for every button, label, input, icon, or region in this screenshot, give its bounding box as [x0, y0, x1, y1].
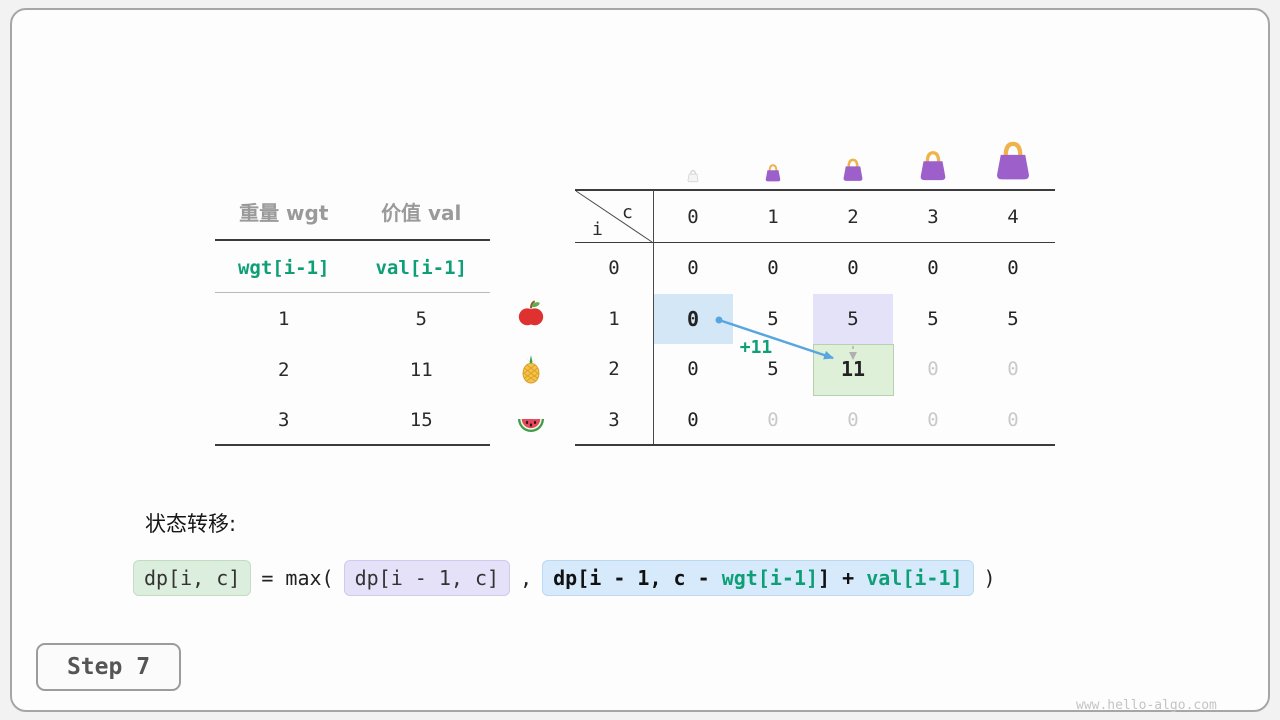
items-header-value: 价值 val — [381, 200, 462, 225]
formula-dp-skip-box: dp[i - 1, c] — [343, 560, 511, 596]
items-rows: 1 5 2 11 3 15 — [215, 294, 490, 446]
items-formula-row: wgt[i-1] val[i-1] — [215, 243, 490, 293]
items-formula-val: val[i-1] — [375, 257, 467, 279]
dp-vertical-rule — [653, 190, 654, 445]
dp-col-header-4: 4 — [1007, 205, 1019, 228]
dp-top-rule — [575, 189, 1055, 191]
items-header-weight: 重量 wgt — [239, 200, 329, 225]
dp-cell-1-2: 5 — [847, 307, 859, 330]
capacity-bags-row — [653, 128, 1053, 186]
dp-cell-3-2: 0 — [847, 408, 859, 431]
item-3-value: 15 — [409, 409, 433, 432]
items-header-rule — [215, 239, 490, 241]
step-badge: Step 7 — [36, 643, 181, 691]
apple-icon — [516, 299, 546, 329]
bag-icon-capacity-3 — [893, 128, 973, 186]
formula-dp-take-box: dp[i - 1, c - wgt[i-1]] + val[i-1] — [542, 560, 974, 596]
dp-corner-row-var: i — [592, 219, 603, 240]
item-1-value: 5 — [415, 308, 427, 331]
watermark: www.hello-algo.com — [1076, 698, 1217, 713]
dp-row-header-2: 2 — [608, 358, 620, 381]
bag-icon-capacity-1 — [733, 128, 813, 186]
formula-comma: , — [520, 566, 533, 590]
items-formula-wgt: wgt[i-1] — [237, 257, 330, 279]
transition-label: 状态转移: — [145, 512, 237, 536]
dp-cell-0-3: 0 — [927, 257, 939, 280]
dp-corner-col-var: c — [622, 202, 633, 223]
items-bottom-rule — [215, 444, 490, 446]
items-formula-rule — [215, 292, 490, 293]
formula-take-prefix: dp[i - 1, c - — [553, 566, 722, 590]
items-table-header: 重量 wgt 价值 val — [215, 192, 490, 230]
dp-cell-2-2: 11 — [840, 357, 866, 382]
dp-grid: 0 0 0 0 0 0 5 5 5 5 0 5 11 0 0 0 0 0 0 0 — [653, 243, 1053, 445]
dp-cell-1-4: 5 — [1007, 307, 1019, 330]
dp-row-header-1: 1 — [608, 307, 620, 330]
transition-formula: dp[i, c] = max( dp[i - 1, c] , dp[i - 1,… — [133, 560, 1006, 596]
dp-row-headers: 0 1 2 3 — [575, 243, 653, 445]
formula-close-paren: ) — [983, 566, 996, 590]
formula-take-val: val[i-1] — [866, 566, 963, 590]
watermelon-icon — [515, 406, 545, 436]
dp-cell-0-0: 0 — [687, 257, 699, 280]
dp-cell-2-3: 0 — [927, 358, 939, 381]
items-row-1: 1 5 — [215, 294, 490, 345]
dp-col-header-2: 2 — [847, 205, 859, 228]
dp-header-rule — [575, 242, 1055, 243]
dp-cell-3-4: 0 — [1007, 408, 1019, 431]
dp-col-header-3: 3 — [927, 205, 939, 228]
item-3-weight: 3 — [278, 409, 290, 432]
dp-cell-0-2: 0 — [847, 257, 859, 280]
dp-cell-2-0: 0 — [687, 358, 699, 381]
dp-cell-3-1: 0 — [767, 408, 779, 431]
dp-cell-0-4: 0 — [1007, 257, 1019, 280]
dp-cell-1-0: 0 — [686, 306, 700, 331]
dp-row-header-0: 0 — [608, 257, 620, 280]
dp-col-header-0: 0 — [687, 205, 699, 228]
formula-dp-current-box: dp[i, c] — [133, 560, 252, 596]
formula-take-wgt: wgt[i-1] — [721, 566, 819, 590]
dp-cell-0-1: 0 — [767, 257, 779, 280]
pineapple-icon — [516, 354, 546, 384]
dp-cell-1-3: 5 — [927, 307, 939, 330]
dp-column-headers: 0 1 2 3 4 — [653, 190, 1053, 243]
dp-cell-2-1: 5 — [767, 358, 779, 381]
bag-icon-capacity-4 — [973, 128, 1053, 186]
dp-bottom-rule — [575, 444, 1055, 446]
dp-cell-2-4: 0 — [1007, 358, 1019, 381]
item-2-value: 11 — [409, 358, 433, 381]
formula-eq-max: = max( — [261, 566, 334, 590]
dp-col-header-1: 1 — [767, 205, 779, 228]
items-row-2: 2 11 — [215, 345, 490, 396]
bag-icon-capacity-0 — [653, 128, 733, 186]
bag-icon-capacity-2 — [813, 128, 893, 186]
item-1-weight: 1 — [278, 308, 290, 331]
dp-row-header-3: 3 — [608, 408, 620, 431]
dp-cell-1-1: 5 — [767, 307, 779, 330]
formula-take-mid: ] + — [818, 566, 867, 590]
transition-gain-label: +11 — [739, 337, 773, 358]
items-row-3: 3 15 — [215, 395, 490, 446]
dp-cell-3-3: 0 — [927, 408, 939, 431]
dp-cell-3-0: 0 — [687, 408, 699, 431]
item-2-weight: 2 — [278, 358, 290, 381]
